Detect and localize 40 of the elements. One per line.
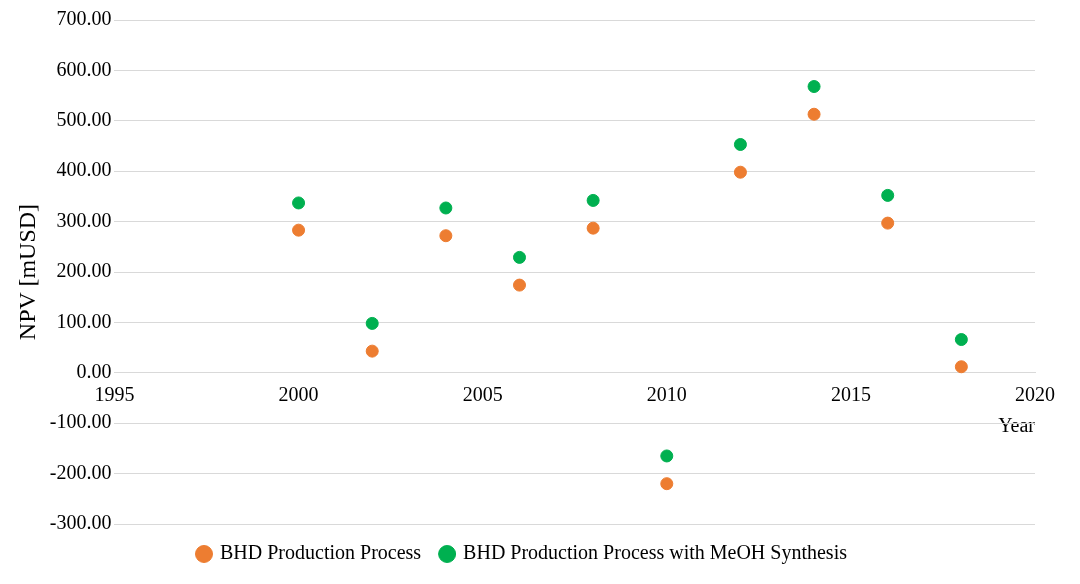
point [586, 193, 600, 207]
y-axis-title: NPV [mUSD] [13, 203, 40, 341]
y-tick-label: 0.00 [76, 360, 112, 383]
point [513, 278, 526, 292]
point [365, 344, 379, 358]
y-tick-label: -100.00 [49, 410, 112, 433]
point [807, 107, 821, 121]
point [660, 477, 674, 491]
x-tick-label: 2015 [830, 383, 871, 406]
point [807, 80, 821, 94]
point [513, 250, 526, 264]
y-tick-label: 600.00 [56, 57, 112, 80]
x-tick-label: 2000 [278, 383, 319, 406]
point [954, 360, 968, 374]
point [954, 333, 968, 347]
point [660, 449, 674, 463]
point [292, 223, 306, 237]
legend-label: BHD Production Process [220, 541, 422, 564]
x-tick-label: 2005 [462, 383, 503, 406]
point [292, 196, 306, 210]
y-tick-label: -300.00 [49, 511, 112, 534]
point [586, 221, 600, 235]
point [881, 188, 895, 202]
y-tick-label: 400.00 [56, 158, 112, 181]
x-tick-label: 1995 [94, 383, 135, 406]
point [365, 316, 379, 330]
point [439, 201, 453, 215]
y-tick-label: -200.00 [49, 460, 112, 483]
y-tick-label: 500.00 [56, 108, 112, 131]
y-tick-label: 700.00 [56, 7, 112, 30]
y-tick-label: 200.00 [56, 259, 112, 282]
point [733, 137, 747, 151]
point [733, 165, 747, 179]
x-tick-label: 2010 [646, 383, 687, 406]
legend-label: BHD Production Process with MeOH Synthesis [463, 541, 848, 565]
y-tick-label: 300.00 [56, 208, 112, 231]
x-tick-label: 2020 [1015, 383, 1055, 406]
point [439, 229, 453, 243]
point [881, 216, 895, 230]
y-tick-label: 100.00 [56, 309, 112, 332]
